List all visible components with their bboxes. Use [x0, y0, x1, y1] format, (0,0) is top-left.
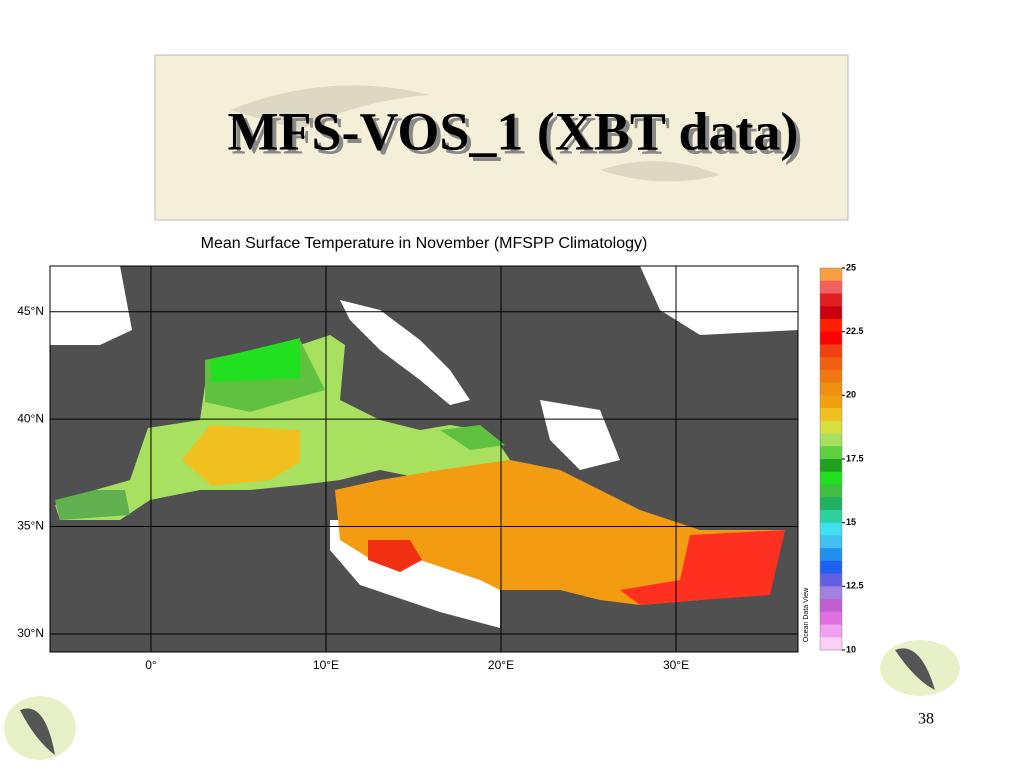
colorbar-label: 22.5	[846, 326, 864, 336]
colorbar-cell	[820, 395, 842, 409]
colorbar-cell	[820, 382, 842, 396]
slide-title: MFS-VOS_1 (XBT data)	[228, 101, 799, 161]
colorbar-cell	[820, 459, 842, 473]
credit: Ocean Data View	[803, 587, 810, 642]
colorbar-label: 10	[846, 644, 856, 654]
temperature-field	[210, 338, 300, 382]
colorbar-cell	[820, 484, 842, 498]
sea-nodata	[640, 266, 798, 335]
temperature-field	[440, 425, 505, 450]
title-shadow: MFS-VOS_1 (XBT data)	[232, 105, 803, 165]
colorbar-cell	[820, 548, 842, 562]
banner-bird	[600, 161, 720, 182]
colorbar-cell	[820, 573, 842, 587]
logo	[4, 640, 960, 760]
colorbar-cell	[820, 293, 842, 307]
lat-label: 40°N	[17, 411, 44, 425]
colorbar-cell	[820, 357, 842, 371]
temperature-field	[620, 530, 785, 605]
lat-label: 30°N	[17, 626, 44, 640]
colorbar-cell	[820, 344, 842, 358]
colorbar-cell	[820, 471, 842, 485]
colorbar-cell	[820, 369, 842, 384]
lon-label: 20°E	[488, 658, 514, 672]
colorbar-cell	[820, 535, 842, 549]
temperature-field	[182, 425, 300, 486]
colorbar-cell	[820, 637, 842, 651]
temperature-field	[368, 540, 422, 572]
colorbar-cell	[820, 497, 842, 511]
colorbar-cell	[820, 433, 842, 447]
colorbar-cell	[820, 306, 842, 320]
temperature-field	[55, 490, 130, 520]
lat-label: 35°N	[17, 519, 44, 533]
temperature-field	[335, 460, 785, 605]
temperature-field	[55, 335, 510, 520]
colorbar-cell	[820, 408, 842, 422]
banner-bird	[230, 85, 430, 130]
banner	[154, 54, 849, 221]
map-frame	[49, 265, 799, 653]
colorbar-cell	[820, 446, 842, 460]
page-number: 38	[918, 711, 934, 728]
colorbar-cell	[820, 420, 842, 435]
colorbar-label: 12.5	[846, 581, 864, 591]
lon-label: 10°E	[313, 658, 339, 672]
sea-nodata	[340, 300, 470, 405]
colorbar-label: 25	[846, 262, 856, 272]
colorbar-label: 15	[846, 517, 856, 527]
colorbar-cell	[820, 331, 842, 345]
map-title: Mean Surface Temperature in November (MF…	[201, 235, 648, 252]
colorbar-cell	[820, 509, 842, 524]
colorbar-cell	[820, 586, 842, 600]
colorbar-cell	[820, 624, 842, 638]
colorbar-cell	[820, 268, 842, 282]
lon-label: 30°E	[663, 658, 689, 672]
sea-nodata	[50, 266, 132, 345]
colorbar-cell	[820, 560, 842, 575]
map	[50, 266, 798, 652]
colorbar-label: 20	[846, 390, 856, 400]
colorbar-cell	[820, 280, 842, 294]
colorbar-cell	[820, 611, 842, 626]
colorbar-cell	[820, 522, 842, 536]
colorbar-label: 17.5	[846, 453, 864, 463]
lon-label: 0°	[145, 658, 157, 672]
lat-label: 45°N	[17, 304, 44, 318]
colorbar-cell	[820, 318, 842, 333]
sea-nodata	[540, 400, 620, 470]
colorbar-cell	[820, 599, 842, 613]
